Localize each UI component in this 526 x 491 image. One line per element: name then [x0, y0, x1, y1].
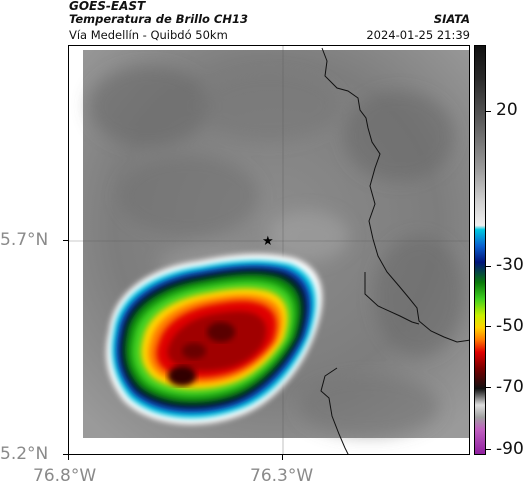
colorbar-label: 20	[496, 100, 518, 120]
y-tick-mark	[63, 454, 68, 455]
colorbar-tick	[485, 266, 491, 267]
y-tick-label: 5.2°N	[0, 444, 49, 464]
x-tick-label: 76.3°W	[250, 466, 314, 486]
colorbar-tick	[485, 111, 491, 112]
y-tick-label: 5.7°N	[0, 230, 49, 250]
satellite-map: ★	[68, 45, 470, 455]
satellite-name: GOES-EAST	[69, 0, 146, 13]
product-title: Temperatura de Brillo CH13	[69, 12, 248, 26]
boundary-lines	[320, 47, 469, 454]
storm-cell	[106, 254, 323, 425]
organization-label: SIATA	[433, 12, 470, 26]
route-label: Vía Medellín - Quibdó 50km	[69, 28, 228, 42]
colorbar-tick	[485, 449, 491, 450]
colorbar-tick	[485, 326, 491, 327]
timestamp-label: 2024-01-25 21:39	[366, 28, 470, 42]
colorbar-label: -70	[496, 377, 524, 397]
colorbar	[474, 45, 486, 455]
x-tick-label: 76.8°W	[33, 466, 97, 486]
star-icon: ★	[262, 234, 274, 249]
y-tick-mark	[63, 240, 68, 241]
map-canvas: ★	[69, 46, 469, 454]
x-tick-mark	[282, 455, 283, 460]
colorbar-label: -30	[496, 255, 524, 275]
colorbar-label: -50	[496, 316, 524, 336]
colorbar-label: -90	[496, 439, 524, 459]
x-tick-mark	[68, 455, 69, 460]
colorbar-tick	[485, 387, 491, 388]
